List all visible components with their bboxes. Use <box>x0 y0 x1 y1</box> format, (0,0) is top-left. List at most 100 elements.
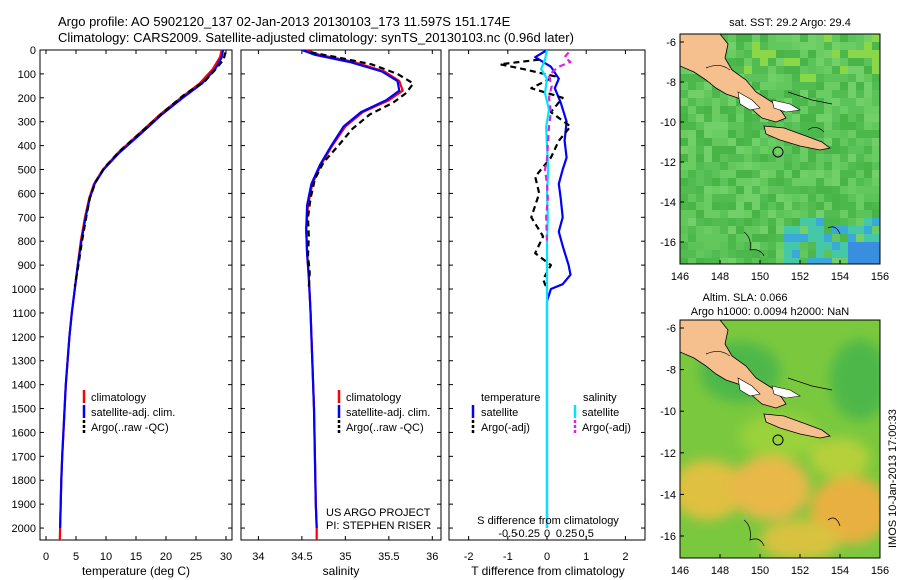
sst-cell <box>856 258 864 264</box>
sst-cell <box>720 122 728 130</box>
sst-cell <box>784 218 792 226</box>
sst-cell <box>760 42 768 50</box>
sst-cell <box>720 170 728 178</box>
sst-cell <box>680 90 688 98</box>
sst-cell <box>760 130 768 138</box>
sst-cell <box>824 146 832 154</box>
s-tick-label: 0 <box>544 528 550 540</box>
sst-cell <box>832 130 840 138</box>
sst-cell <box>736 250 744 258</box>
sst-cell <box>776 258 784 264</box>
sst-cell <box>752 50 760 58</box>
sst-cell <box>840 146 848 154</box>
sst-cell <box>688 130 696 138</box>
sst-cell <box>872 114 880 122</box>
sst-cell <box>800 154 808 162</box>
sst-cell <box>856 122 864 130</box>
sst-cell <box>696 122 704 130</box>
sst-cell <box>704 202 712 210</box>
sst-cell <box>824 106 832 114</box>
sst-cell <box>832 154 840 162</box>
sst-cell <box>816 114 824 122</box>
sst-cell <box>864 210 872 218</box>
sst-cell <box>848 90 856 98</box>
sst-cell <box>800 170 808 178</box>
sst-cell <box>696 82 704 90</box>
sst-cell <box>728 138 736 146</box>
y-tick-label: 1900 <box>12 499 36 511</box>
sst-cell <box>856 162 864 170</box>
sst-cell <box>808 82 816 90</box>
sst-cell <box>760 146 768 154</box>
sst-cell <box>872 210 880 218</box>
sst-cell <box>752 122 760 130</box>
y-tick-label: 700 <box>18 212 36 224</box>
sst-cell <box>808 58 816 66</box>
imos-timestamp: IMOS 10-Jan-2013 17:00:33 <box>887 409 899 548</box>
sst-cell <box>800 146 808 154</box>
x-tick-label: 5 <box>73 551 79 563</box>
sst-cell <box>848 130 856 138</box>
sst-cell <box>688 226 696 234</box>
sst-cell <box>832 114 840 122</box>
sst-cell <box>824 138 832 146</box>
sst-cell <box>736 106 744 114</box>
sla-map-frame <box>679 319 881 559</box>
sst-cell <box>840 210 848 218</box>
sst-cell <box>792 170 800 178</box>
legend-argo-label: Argo(..raw -QC) <box>346 422 424 434</box>
sst-cell <box>800 202 808 210</box>
sst-cell <box>808 218 816 226</box>
sst-cell <box>840 242 848 250</box>
sst-cell <box>832 122 840 130</box>
sst-cell <box>848 106 856 114</box>
sst-cell <box>792 122 800 130</box>
sst-cell <box>680 154 688 162</box>
sst-cell <box>864 106 872 114</box>
sst-cell <box>768 74 776 82</box>
sst-cell <box>864 50 872 58</box>
sst-cell <box>856 58 864 66</box>
sst-cell <box>872 106 880 114</box>
sst-cell <box>856 170 864 178</box>
sst-cell <box>736 258 744 264</box>
sst-cell <box>864 154 872 162</box>
sst-cell <box>760 186 768 194</box>
sst-cell <box>696 162 704 170</box>
sst-cell <box>776 90 784 98</box>
sst-cell <box>800 34 808 42</box>
sst-cell <box>728 130 736 138</box>
sst-cell <box>832 170 840 178</box>
sst-cell <box>808 106 816 114</box>
sst-cell <box>784 74 792 82</box>
sst-cell <box>784 122 792 130</box>
sst-cell <box>792 250 800 258</box>
x-tick-label: 36 <box>426 551 438 563</box>
y-tick-label: 1100 <box>12 308 36 320</box>
sst-cell <box>768 162 776 170</box>
sst-cell <box>832 74 840 82</box>
sst-island-3 <box>771 99 801 113</box>
sst-cell <box>816 82 824 90</box>
sst-cell <box>760 194 768 202</box>
sst-cell <box>744 138 752 146</box>
sst-cell <box>720 234 728 242</box>
sst-cell <box>712 170 720 178</box>
sst-cell <box>712 178 720 186</box>
map-x-tick-label: 150 <box>751 271 769 283</box>
sst-cell <box>856 146 864 154</box>
sst-cell <box>872 186 880 194</box>
sst-cell <box>704 106 712 114</box>
sst-cell <box>768 154 776 162</box>
sst-cell <box>688 114 696 122</box>
sst-cell <box>696 138 704 146</box>
sst-cell <box>816 34 824 42</box>
sst-cell <box>696 154 704 162</box>
sst-cell <box>776 66 784 74</box>
sst-cell <box>864 242 872 250</box>
sst-cell <box>848 226 856 234</box>
sst-cell <box>872 90 880 98</box>
sst-cell <box>808 242 816 250</box>
sst-cell <box>840 74 848 82</box>
sst-cell <box>856 154 864 162</box>
